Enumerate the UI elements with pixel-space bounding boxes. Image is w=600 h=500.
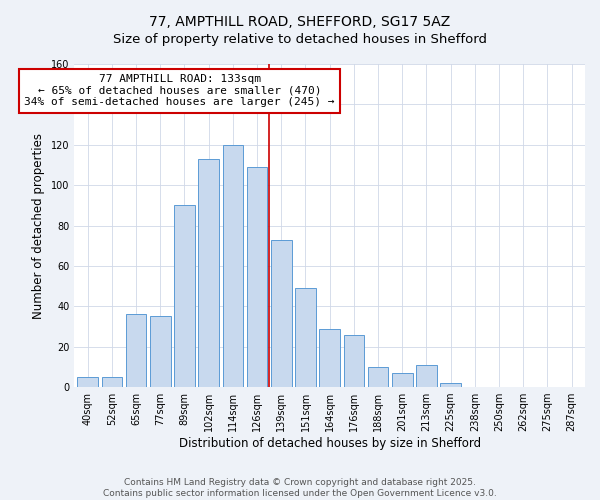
Bar: [223, 145, 243, 387]
Bar: [174, 206, 195, 387]
Bar: [392, 373, 413, 387]
Bar: [77, 377, 98, 387]
X-axis label: Distribution of detached houses by size in Shefford: Distribution of detached houses by size …: [179, 437, 481, 450]
Text: 77, AMPTHILL ROAD, SHEFFORD, SG17 5AZ: 77, AMPTHILL ROAD, SHEFFORD, SG17 5AZ: [149, 15, 451, 29]
Bar: [199, 159, 219, 387]
Bar: [101, 377, 122, 387]
Bar: [344, 334, 364, 387]
Bar: [271, 240, 292, 387]
Text: Size of property relative to detached houses in Shefford: Size of property relative to detached ho…: [113, 32, 487, 46]
Y-axis label: Number of detached properties: Number of detached properties: [32, 132, 46, 318]
Bar: [416, 365, 437, 387]
Text: Contains HM Land Registry data © Crown copyright and database right 2025.
Contai: Contains HM Land Registry data © Crown c…: [103, 478, 497, 498]
Bar: [440, 383, 461, 387]
Bar: [319, 328, 340, 387]
Bar: [150, 316, 170, 387]
Text: 77 AMPTHILL ROAD: 133sqm
← 65% of detached houses are smaller (470)
34% of semi-: 77 AMPTHILL ROAD: 133sqm ← 65% of detach…: [25, 74, 335, 108]
Bar: [247, 167, 268, 387]
Bar: [368, 367, 388, 387]
Bar: [295, 288, 316, 387]
Bar: [126, 314, 146, 387]
